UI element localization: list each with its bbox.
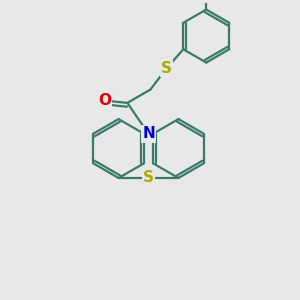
- Text: O: O: [98, 93, 111, 108]
- Text: S: S: [143, 170, 154, 185]
- Text: N: N: [142, 126, 155, 141]
- Text: S: S: [161, 61, 172, 76]
